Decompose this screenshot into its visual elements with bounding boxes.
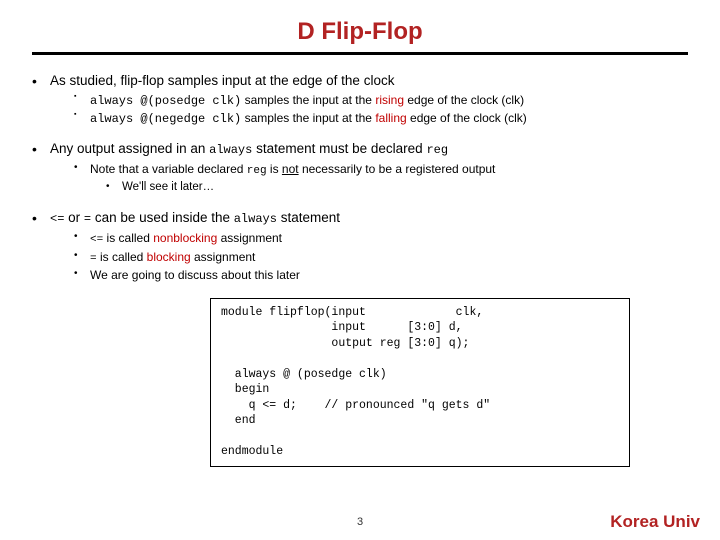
- bullet-2-sub-sub: We'll see it later…: [90, 180, 690, 196]
- code-reg: reg: [426, 143, 448, 157]
- bullet-3: <= or = can be used inside the always st…: [30, 210, 690, 284]
- code-posedge: always @(posedge clk): [90, 94, 241, 108]
- nonblocking-word: nonblocking: [153, 231, 217, 245]
- bullet-2-sub-sub-1: We'll see it later…: [90, 180, 690, 196]
- falling-word: falling: [375, 111, 406, 125]
- bullet-3-sub-2: = is called blocking assignment: [50, 249, 690, 267]
- bullet-1-sub-1: always @(posedge clk) samples the input …: [50, 92, 690, 109]
- bullet-1-sub-2: always @(negedge clk) samples the input …: [50, 110, 690, 127]
- code-block: module flipflop(input clk, input [3:0] d…: [210, 298, 630, 467]
- bullet-1-sub: always @(posedge clk) samples the input …: [50, 92, 690, 127]
- bullet-list: As studied, flip-flop samples input at t…: [30, 73, 690, 284]
- bullet-3-sub-1: <= is called nonblocking assignment: [50, 230, 690, 248]
- bullet-3-sub-3: We are going to discuss about this later: [50, 267, 690, 283]
- footer-logo: Korea Univ: [610, 512, 700, 532]
- slide-title: D Flip-Flop: [30, 18, 690, 46]
- code-negedge: always @(negedge clk): [90, 112, 241, 126]
- bullet-1: As studied, flip-flop samples input at t…: [30, 73, 690, 127]
- bullet-2-sub-1: Note that a variable declared reg is not…: [50, 161, 690, 195]
- code-always: always: [209, 143, 252, 157]
- bullet-2: Any output assigned in an always stateme…: [30, 141, 690, 195]
- bullet-2-sub: Note that a variable declared reg is not…: [50, 161, 690, 195]
- rising-word: rising: [375, 93, 404, 107]
- not-underline: not: [282, 162, 299, 176]
- bullet-1-text: As studied, flip-flop samples input at t…: [50, 73, 394, 88]
- title-rule: [32, 52, 688, 55]
- slide: D Flip-Flop As studied, flip-flop sample…: [0, 0, 720, 467]
- bullet-3-sub: <= is called nonblocking assignment = is…: [50, 230, 690, 284]
- blocking-word: blocking: [147, 250, 191, 264]
